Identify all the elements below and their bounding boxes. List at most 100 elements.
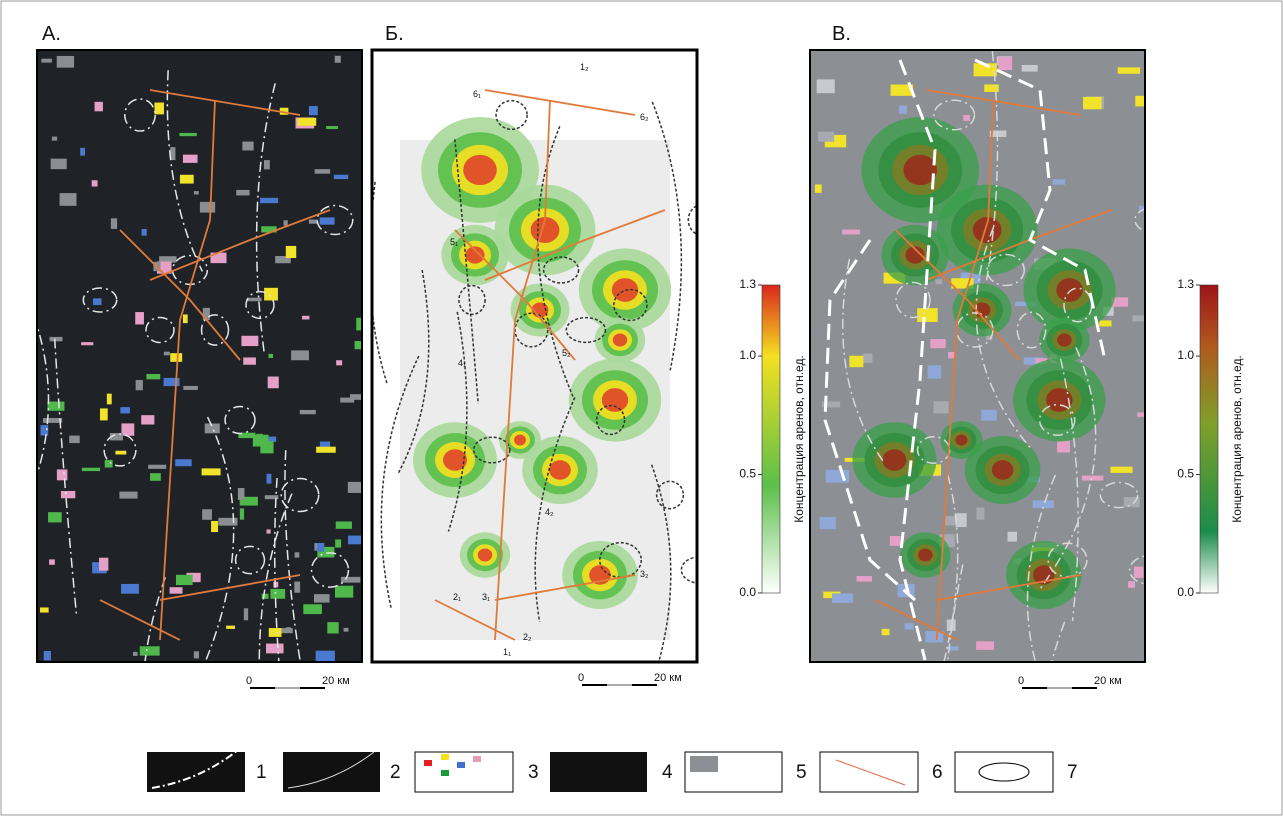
patch xyxy=(226,626,235,629)
fault-label: 3₂ xyxy=(640,569,649,579)
fault-label: 5₁ xyxy=(450,237,458,247)
patch xyxy=(50,337,63,341)
patch xyxy=(344,628,349,632)
patch xyxy=(832,593,853,602)
patch xyxy=(905,623,914,629)
patch xyxy=(309,106,318,115)
patch xyxy=(268,377,279,389)
patch xyxy=(316,447,336,453)
patch xyxy=(133,652,138,656)
patch xyxy=(818,132,834,142)
patch xyxy=(327,622,338,633)
patch xyxy=(269,628,282,637)
patch xyxy=(80,148,85,156)
patch xyxy=(890,536,901,546)
patch xyxy=(1128,581,1135,588)
colorbar: Концентрация аренов, отн.ед. 0.00.51.01.… xyxy=(1177,277,1244,599)
fault-label: 1₂ xyxy=(580,62,589,72)
patch xyxy=(211,521,218,532)
patch xyxy=(241,336,258,346)
patch xyxy=(963,115,970,121)
patch xyxy=(40,607,49,612)
colorbar-tick-label: 0.0 xyxy=(1177,585,1194,599)
patch xyxy=(335,56,341,63)
patch xyxy=(203,308,210,320)
patch xyxy=(236,190,249,196)
patch xyxy=(1007,532,1016,542)
legend-number: 1 xyxy=(256,762,267,783)
patch xyxy=(976,641,994,650)
patch xyxy=(341,577,360,583)
patch xyxy=(882,629,890,635)
patch xyxy=(336,521,352,528)
patch xyxy=(302,316,309,320)
scale-start: 0 xyxy=(1018,675,1024,687)
map-b xyxy=(370,51,721,709)
patch xyxy=(119,492,137,499)
fault-label: 2₁ xyxy=(453,592,461,602)
patch xyxy=(817,79,835,93)
heat-blob xyxy=(463,155,497,185)
patch xyxy=(348,536,363,545)
patch xyxy=(238,488,245,500)
map-a xyxy=(11,50,368,813)
scale-end: 20 км xyxy=(322,675,350,687)
patch xyxy=(99,558,108,571)
fault-label: 6₁ xyxy=(473,89,481,99)
patch xyxy=(164,352,170,356)
fault-label: 4₁ xyxy=(458,358,466,368)
patch xyxy=(1110,467,1132,473)
patch xyxy=(248,298,262,302)
patch xyxy=(335,586,353,598)
heat-blob xyxy=(1056,278,1082,302)
patch xyxy=(340,398,354,403)
legend-number: 7 xyxy=(1067,762,1078,783)
scale-end: 20 км xyxy=(654,672,682,684)
patch xyxy=(57,56,74,68)
patch xyxy=(1083,97,1102,109)
patch xyxy=(202,468,221,475)
patch xyxy=(47,402,64,411)
patch xyxy=(981,410,997,421)
heat-blob xyxy=(514,435,526,446)
patch xyxy=(44,651,51,660)
legend-number: 6 xyxy=(932,762,943,783)
colorbar-tick-label: 1.3 xyxy=(1177,277,1194,291)
patch xyxy=(935,279,942,284)
patch xyxy=(69,436,79,444)
patch xyxy=(92,180,98,186)
patch xyxy=(1053,179,1066,184)
patch xyxy=(820,517,836,529)
patch xyxy=(51,159,67,170)
patch xyxy=(286,246,296,258)
patch xyxy=(1082,476,1104,481)
patch xyxy=(135,312,144,324)
patch xyxy=(899,106,907,114)
legend-number: 5 xyxy=(796,762,807,783)
legend-number: 2 xyxy=(390,762,401,783)
panel-label: А. xyxy=(42,23,61,45)
patch xyxy=(284,220,288,225)
patch xyxy=(244,608,248,620)
heat-blob xyxy=(1057,334,1071,347)
patch xyxy=(202,509,212,520)
patch xyxy=(105,460,113,468)
patch xyxy=(317,543,324,552)
patch xyxy=(260,198,278,203)
patch xyxy=(267,529,271,533)
patch xyxy=(264,160,270,169)
patch xyxy=(267,474,272,484)
legend-number: 4 xyxy=(662,762,673,783)
patch xyxy=(180,175,194,184)
patch xyxy=(294,582,300,593)
patch xyxy=(948,352,955,358)
patch xyxy=(314,594,330,602)
patch xyxy=(82,468,100,471)
patch xyxy=(815,184,822,192)
patch xyxy=(121,584,139,594)
patch xyxy=(60,193,77,206)
patch xyxy=(976,507,984,519)
fault-label: 3₁ xyxy=(482,592,490,602)
patch xyxy=(41,59,52,63)
patch xyxy=(291,350,309,360)
